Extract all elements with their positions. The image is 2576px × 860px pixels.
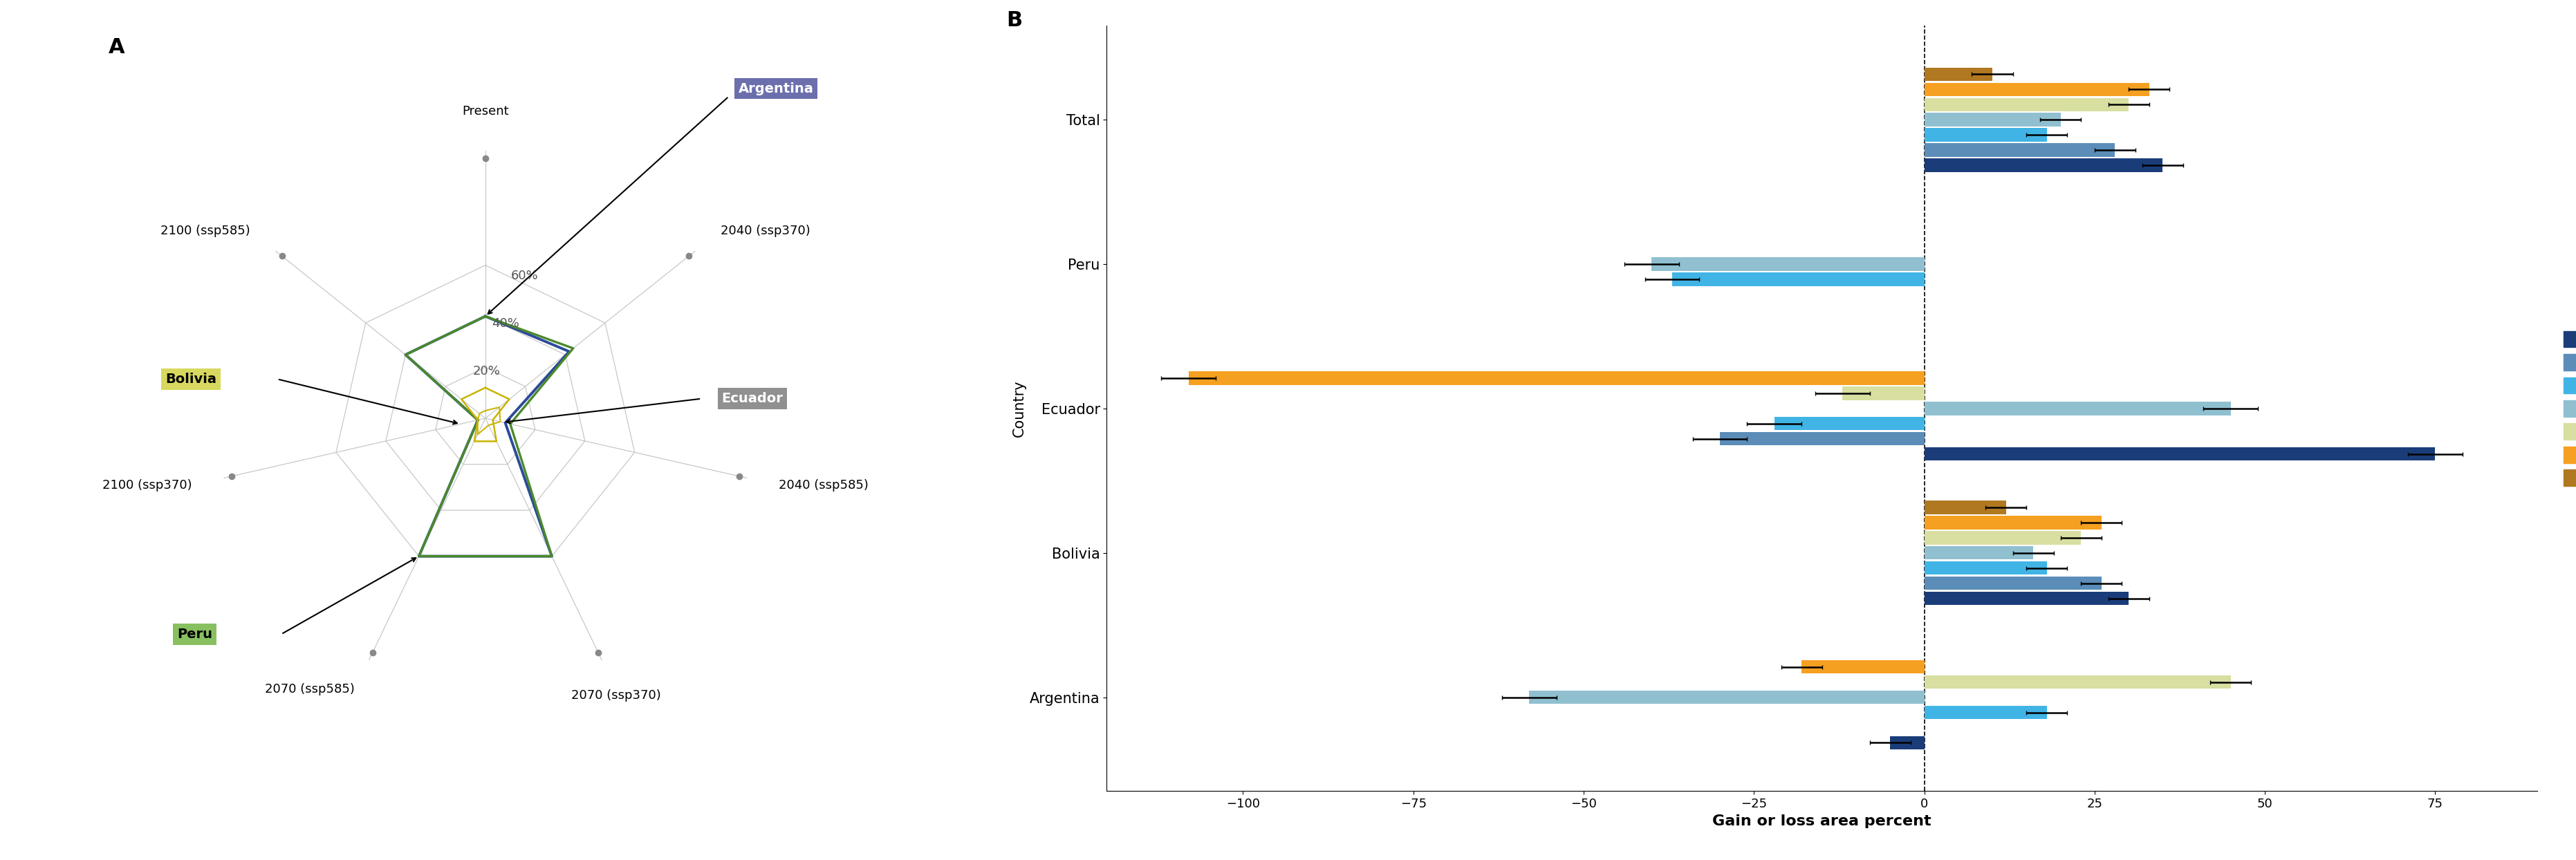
Bar — [1924, 98, 2128, 111]
Text: 2040 (ssp370): 2040 (ssp370) — [721, 224, 811, 236]
Bar — [1530, 691, 1924, 704]
Bar — [1924, 447, 2434, 461]
Text: 60%: 60% — [510, 270, 538, 282]
Bar — [1924, 706, 2048, 719]
Bar — [1924, 531, 2081, 544]
Bar — [1924, 158, 2164, 172]
Text: 2040 (ssp585): 2040 (ssp585) — [778, 479, 868, 492]
Text: Ecuador: Ecuador — [721, 392, 783, 405]
Text: B: B — [1007, 10, 1023, 31]
Bar — [1924, 592, 2128, 605]
Bar — [1924, 576, 2102, 590]
Text: 40%: 40% — [492, 317, 520, 329]
Y-axis label: Country: Country — [1012, 380, 1025, 437]
Bar — [1721, 433, 1924, 445]
Bar — [1775, 417, 1924, 430]
Text: 2100 (ssp585): 2100 (ssp585) — [160, 224, 250, 236]
Bar — [1924, 546, 2032, 560]
Text: A: A — [108, 38, 124, 58]
Text: 20%: 20% — [474, 365, 500, 378]
Bar — [1842, 387, 1924, 400]
Bar — [1891, 736, 1924, 750]
Bar — [1801, 660, 1924, 673]
Text: Peru: Peru — [178, 628, 211, 641]
Text: 2070 (ssp370): 2070 (ssp370) — [572, 690, 662, 702]
Legend: presente, 2040-ssp370, 2040-ssp585, 2070-ssp370, 2070-ssp585, 2100-ssp370, 2100-: presente, 2040-ssp370, 2040-ssp585, 2070… — [2558, 326, 2576, 491]
Bar — [1924, 128, 2048, 142]
X-axis label: Gain or loss area percent: Gain or loss area percent — [1713, 814, 1932, 828]
Bar — [1924, 516, 2102, 529]
Bar — [1924, 675, 2231, 689]
Bar — [1924, 144, 2115, 157]
Bar — [1672, 273, 1924, 286]
Bar — [1924, 562, 2048, 574]
Bar — [1924, 83, 2148, 96]
Bar — [1924, 501, 2007, 514]
Text: Bolivia: Bolivia — [165, 372, 216, 385]
Bar — [1651, 257, 1924, 271]
Text: Present: Present — [461, 105, 507, 117]
Bar — [1924, 113, 2061, 126]
Text: 2100 (ssp370): 2100 (ssp370) — [103, 479, 191, 492]
Bar — [1188, 372, 1924, 384]
Text: 2070 (ssp585): 2070 (ssp585) — [265, 684, 355, 696]
Text: Argentina: Argentina — [739, 82, 814, 95]
Bar — [1924, 67, 1991, 81]
Bar — [1924, 402, 2231, 415]
